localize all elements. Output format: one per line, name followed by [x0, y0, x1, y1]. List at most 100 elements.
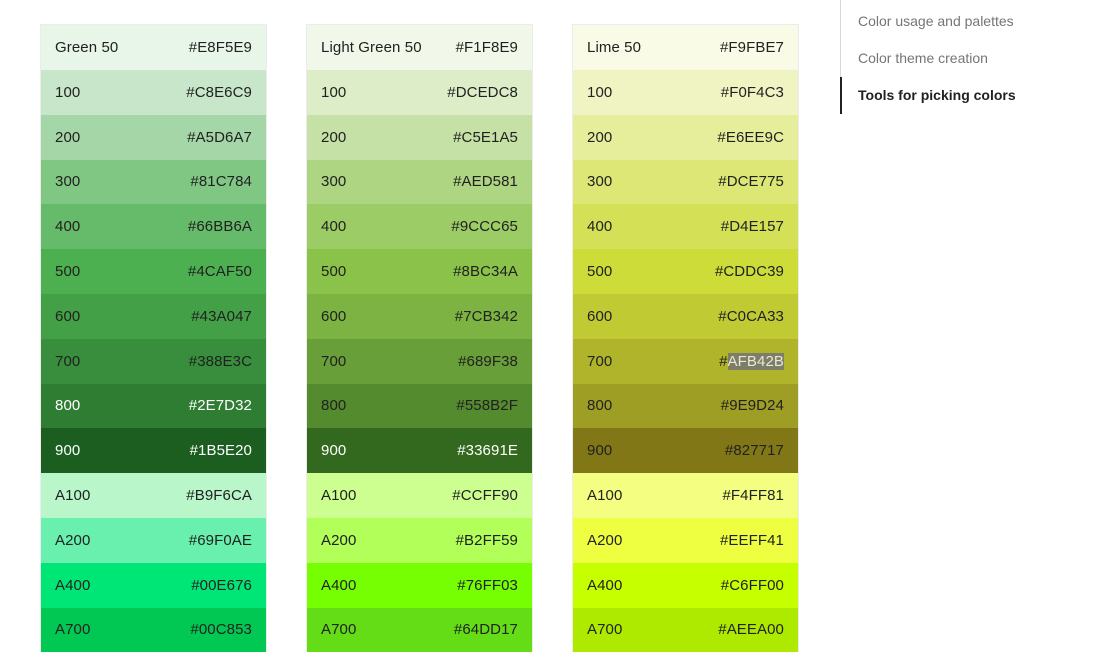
swatch-name: 500 [321, 263, 347, 281]
swatch-hex: #F4FF81 [722, 487, 784, 505]
swatch-name: 700 [55, 352, 81, 370]
color-swatch: 300 #81C784 [41, 159, 266, 205]
swatch-hex: #81C784 [190, 173, 252, 191]
toc-item-color-usage-and-palettes[interactable]: Color usage and palettes [840, 0, 1080, 40]
color-swatch: 800 #2E7D32 [41, 383, 266, 429]
swatch-hex: #00C853 [190, 621, 252, 639]
swatch-hex-prefix: # [719, 352, 728, 370]
color-swatch: 900 #1B5E20 [41, 428, 266, 474]
swatch-hex: #F1F8E9 [455, 39, 518, 56]
swatch-name: Green 50 [55, 39, 119, 56]
color-swatch: 300 #AED581 [307, 159, 532, 205]
swatch-name: 800 [587, 397, 613, 415]
swatch-name: 300 [587, 173, 613, 191]
swatch-name: Light Green 50 [321, 39, 422, 56]
swatch-name: 700 [587, 352, 613, 370]
swatch-hex: #388E3C [188, 352, 252, 370]
color-swatch: 600 #7CB342 [307, 293, 532, 339]
swatch-name: A200 [321, 531, 357, 549]
swatch-name: 500 [55, 263, 81, 281]
swatch-hex: #7CB342 [454, 307, 518, 325]
color-swatch: 900 #827717 [573, 428, 798, 474]
color-swatch: 400 #D4E157 [573, 204, 798, 250]
color-swatch: 100 #DCEDC8 [307, 70, 532, 115]
color-swatch: A400 #76FF03 [307, 562, 532, 608]
swatch-hex: #CDDC39 [714, 263, 784, 281]
color-swatch: 100 #C8E6C9 [41, 70, 266, 115]
swatch-hex: #1B5E20 [189, 442, 252, 460]
color-swatch: A700 #AEEA00 [573, 607, 798, 653]
color-swatch: 800 #9E9D24 [573, 383, 798, 429]
swatch-name: 600 [321, 307, 347, 325]
swatch-hex: #43A047 [191, 307, 252, 325]
swatch-name: 200 [321, 128, 347, 146]
swatch-hex: #8BC34A [453, 263, 518, 281]
swatch-hex: #DCEDC8 [447, 83, 518, 101]
color-swatch: 900 #33691E [307, 428, 532, 474]
palette-light-green: Light Green 50 #F1F8E9 100 #DCEDC8 200 #C5E1A… [306, 24, 533, 653]
swatch-name: A700 [321, 621, 357, 639]
swatch-hex: #C0CA33 [718, 307, 784, 325]
color-swatch: A700 #64DD17 [307, 607, 532, 653]
swatch-name: A700 [55, 621, 91, 639]
swatch-name: 100 [321, 83, 347, 101]
swatch-name: 200 [55, 128, 81, 146]
color-swatch: 200 #E6EE9C [573, 114, 798, 160]
swatch-name: 100 [587, 83, 613, 101]
color-swatch: 500 #CDDC39 [573, 249, 798, 294]
swatch-hex: #AFB42B [719, 352, 784, 370]
swatch-hex: #DCE775 [718, 173, 784, 191]
swatch-name: 400 [55, 218, 81, 236]
swatch-hex: #E6EE9C [717, 128, 784, 146]
swatch-hex: #C6FF00 [720, 576, 784, 594]
color-swatch: 700 #689F38 [307, 338, 532, 384]
swatch-hex: #2E7D32 [188, 397, 252, 415]
swatch-hex: #66BB6A [187, 218, 252, 236]
swatch-name: A200 [587, 531, 623, 549]
swatch-hex: #33691E [457, 442, 518, 460]
color-swatch: 700 #388E3C [41, 338, 266, 384]
swatch-hex: #C5E1A5 [453, 128, 518, 146]
swatch-hex: #76FF03 [457, 576, 518, 594]
swatch-name: A400 [587, 576, 623, 594]
color-swatch: A200 #EEFF41 [573, 517, 798, 563]
palette-lime: Lime 50 #F9FBE7 100 #F0F4C3 200 #E6EE9C 300 #DC… [572, 24, 799, 653]
color-swatch: A200 #B2FF59 [307, 517, 532, 563]
swatch-hex: #F0F4C3 [720, 83, 784, 101]
color-swatch: Light Green 50 #F1F8E9 [307, 25, 532, 70]
swatch-hex: #A5D6A7 [187, 128, 252, 146]
swatch-name: 800 [55, 397, 81, 415]
color-swatch: 300 #DCE775 [573, 159, 798, 205]
swatch-hex: #AEEA00 [718, 621, 784, 639]
toc-item-tools-for-picking-colors[interactable]: Tools for picking colors [840, 77, 1080, 114]
swatch-hex: #F9FBE7 [719, 39, 784, 56]
swatch-name: 400 [587, 218, 613, 236]
swatch-name: A700 [587, 621, 623, 639]
swatch-hex: #00E676 [191, 576, 252, 594]
swatch-name: 900 [321, 442, 347, 460]
swatch-name: A400 [321, 576, 357, 594]
swatch-hex: #CCFF90 [452, 487, 518, 505]
color-swatch: A200 #69F0AE [41, 517, 266, 563]
swatch-name: 900 [587, 442, 613, 460]
toc-item-color-theme-creation[interactable]: Color theme creation [840, 40, 1080, 77]
color-swatch: A100 #F4FF81 [573, 473, 798, 518]
color-swatch: A100 #CCFF90 [307, 473, 532, 518]
swatch-name: A100 [55, 487, 91, 505]
swatch-name: 300 [55, 173, 81, 191]
swatch-hex: #9E9D24 [720, 397, 784, 415]
color-swatch: A400 #00E676 [41, 562, 266, 608]
swatch-hex: #C8E6C9 [186, 83, 252, 101]
swatch-name: 300 [321, 173, 347, 191]
color-swatch: Green 50 #E8F5E9 [41, 25, 266, 70]
color-swatch: 800 #558B2F [307, 383, 532, 429]
color-swatch: 700 #AFB42B [573, 338, 798, 384]
color-swatch: 600 #C0CA33 [573, 293, 798, 339]
swatch-hex: #B9F6CA [186, 487, 252, 505]
color-swatch: A100 #B9F6CA [41, 473, 266, 518]
swatch-hex: #B2FF59 [455, 531, 518, 549]
swatch-name: 500 [587, 263, 613, 281]
swatch-hex: #827717 [724, 442, 784, 460]
swatch-hex: #689F38 [458, 352, 518, 370]
